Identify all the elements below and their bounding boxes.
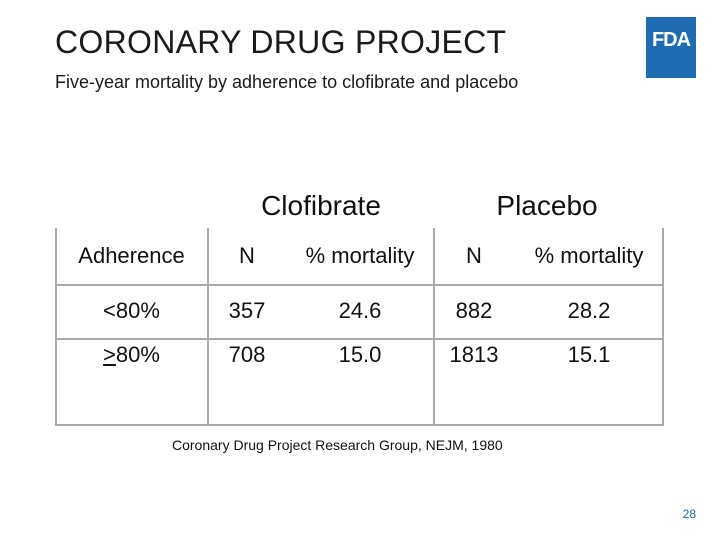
row2-clofibrate-mortality: 15.0 xyxy=(338,342,382,367)
row1-clofibrate-n: 357 xyxy=(228,298,266,323)
group-header-placebo: Placebo xyxy=(496,190,598,221)
row1-clofibrate-mortality: 24.6 xyxy=(338,298,382,323)
citation: Coronary Drug Project Research Group, NE… xyxy=(172,437,503,453)
row2-placebo-mortality: 15.1 xyxy=(567,342,611,367)
group-header-clofibrate: Clofibrate xyxy=(261,190,381,221)
header-clofibrate-mortality: % mortality xyxy=(305,243,415,268)
fda-logo-text: FDA xyxy=(651,29,691,51)
column-divider xyxy=(433,228,435,426)
row2-adherence: >80% xyxy=(55,338,208,372)
row-divider xyxy=(55,338,664,340)
row-divider xyxy=(55,284,664,286)
header-clofibrate-n: N xyxy=(239,243,255,268)
table-left-border xyxy=(55,228,57,426)
row1-placebo-mortality: 28.2 xyxy=(567,298,611,323)
row2-clofibrate-n: 708 xyxy=(228,342,266,367)
slide-subtitle: Five-year mortality by adherence to clof… xyxy=(55,72,519,92)
table-bottom-border xyxy=(55,424,664,426)
header-placebo-mortality: % mortality xyxy=(534,243,644,268)
row2-adherence-value: 80% xyxy=(115,342,160,367)
header-placebo-n: N xyxy=(466,243,482,268)
row2-placebo-n: 1813 xyxy=(449,342,499,367)
column-divider xyxy=(207,228,209,426)
slide-title: CORONARY DRUG PROJECT xyxy=(55,24,507,60)
header-adherence: Adherence xyxy=(78,243,185,268)
fda-logo: FDA xyxy=(646,17,696,78)
page-number: 28 xyxy=(682,507,696,521)
row2-adherence-prefix: > xyxy=(103,342,116,367)
table-right-border xyxy=(662,228,664,426)
row1-placebo-n: 882 xyxy=(455,298,493,323)
row1-adherence: <80% xyxy=(103,298,160,323)
